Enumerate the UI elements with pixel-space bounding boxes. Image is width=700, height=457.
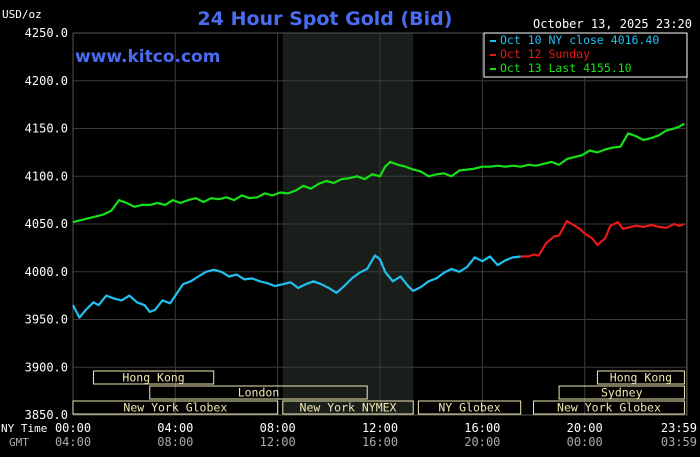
legend-label: Oct 10 NY close 4016.40 [500,33,659,47]
session-box [533,400,685,415]
gmt-label: GMT [9,436,29,449]
session-label: New York Globex [557,401,661,415]
price-series [72,122,685,319]
ny-time-label: NY Time [1,422,47,435]
y-tick-label: 3850.0 [25,408,68,422]
session-label: NY Globex [438,401,500,415]
y-tick-label: 4050.0 [25,217,68,231]
gmt-tick-label: 03:59 [661,435,697,449]
session-label: New York NYMEX [300,401,397,415]
session-label: Hong Kong [122,371,184,385]
y-tick-label: 4150.0 [25,122,68,136]
series-line-oct12 [520,220,685,258]
gmt-tick-label: 12:00 [260,435,296,449]
ny-tick-label: 23:59 [661,421,697,435]
ny-tick-label: 08:00 [260,421,296,435]
y-tick-label: 4200.0 [25,74,68,88]
plot-frame [72,32,688,416]
y-tick-label: 4100.0 [25,169,68,183]
y-tick-label: 3950.0 [25,313,68,327]
series-line-oct13 [72,122,685,224]
gmt-tick-label: 20:00 [464,435,500,449]
session-label: London [238,386,280,400]
session-box [596,370,685,385]
y-tick-label: 3900.0 [25,360,68,374]
ny-tick-label: 00:00 [55,421,91,435]
y-axis-tick-labels: 4250.0 4200.0 4150.0 4100.0 4050.0 4000.0 3950… [25,26,68,422]
chart-title: 24 Hour Spot Gold (Bid) [198,8,453,30]
ny-tick-label: 16:00 [464,421,500,435]
session-box [282,400,414,415]
legend-label: Oct 12 Sunday [500,47,590,61]
session-box [72,400,279,415]
gmt-tick-label: 16:00 [362,435,398,449]
session-label: New York Globex [123,401,227,415]
kitco-watermark: www.kitco.com [75,47,220,67]
legend-label: Oct 13 Last 4155.10 [500,61,632,75]
session-box [558,385,685,400]
ny-tick-label: 12:00 [362,421,398,435]
gmt-tick-label: 00:00 [567,435,603,449]
ny-tick-label: 20:00 [567,421,603,435]
gmt-tick-label: 04:00 [55,435,91,449]
session-label: Hong Kong [610,371,672,385]
legend-box [483,32,688,78]
series-line-oct10 [72,254,521,319]
y-tick-label: 4000.0 [25,265,68,279]
x-axis-tick-labels: 00:00 04:00 08:00 12:00 16:00 20:00 23:5904:00… [55,421,697,449]
gmt-tick-label: 08:00 [157,435,193,449]
y-tick-label: 4250.0 [25,26,68,40]
session-box [417,400,522,415]
session-box [92,370,215,385]
timestamp-label: October 13, 2025 23:20 [533,17,692,31]
ny-tick-label: 04:00 [157,421,193,435]
session-box [149,385,368,400]
session-label: Sydney [601,386,643,400]
chart-grid [72,32,687,416]
units-label: USD/oz [2,8,42,21]
